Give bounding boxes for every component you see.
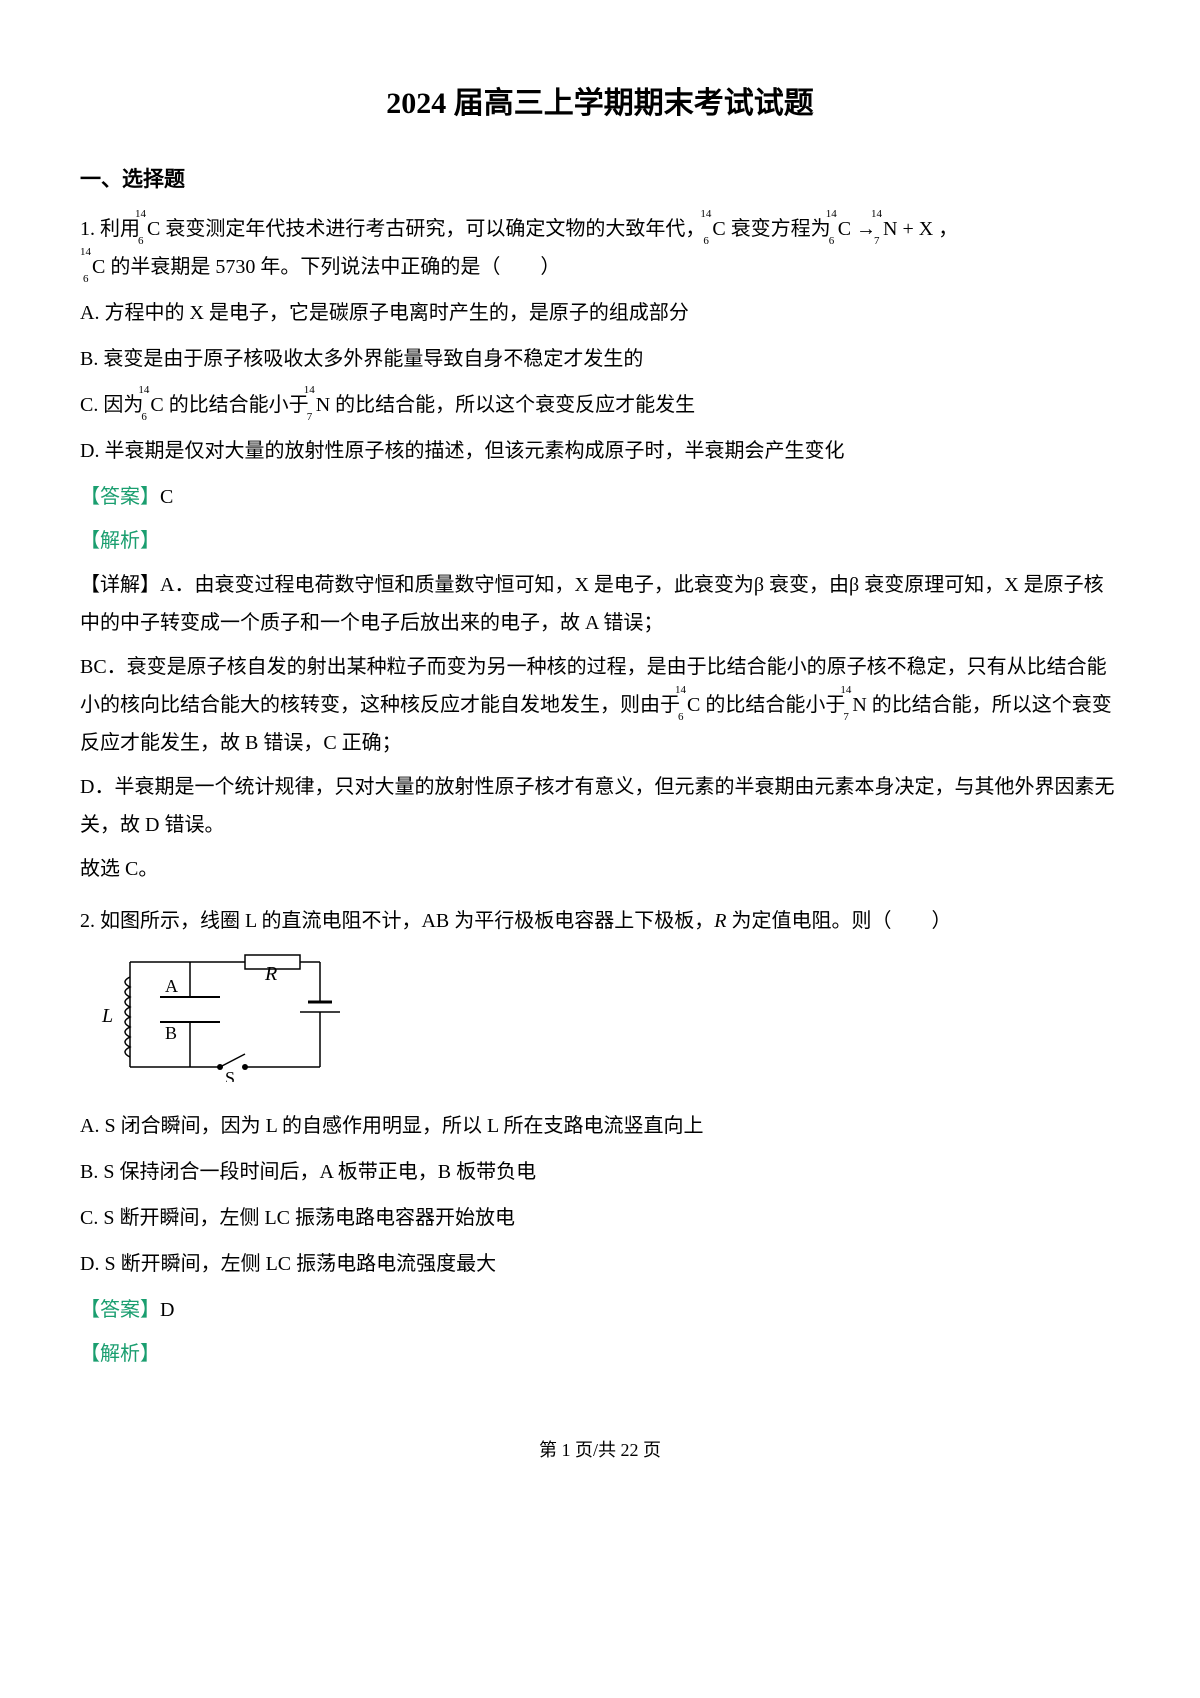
nuclide-n14: 14 7 N <box>316 386 330 424</box>
q1-option-b: B. 衰变是由于原子核吸收太多外界能量导致自身不稳定才发生的 <box>80 340 1120 378</box>
atomic-number: 7 <box>843 707 849 728</box>
element-symbol: C <box>147 218 160 240</box>
nuclide-c14: 14 6 C <box>150 386 163 424</box>
element-symbol: C <box>92 256 105 278</box>
mass-number: 14 <box>304 380 315 401</box>
nuclide-n14: 14 7 N <box>883 210 897 248</box>
q1-analysis-label: 【解析】 <box>80 522 1120 560</box>
atomic-number: 6 <box>703 231 709 252</box>
nuclide-c14: 14 6 C <box>687 686 700 724</box>
equation-plus-x: + X ， <box>902 218 958 240</box>
atomic-number: 6 <box>678 707 684 728</box>
q1-optc-part2: 的比结合能小于 <box>169 394 309 416</box>
q2-r-italic: R <box>714 910 726 932</box>
answer-value: D <box>160 1299 174 1321</box>
atomic-number: 6 <box>829 231 835 252</box>
atomic-number: 7 <box>874 231 880 252</box>
q2-option-a: A. S 闭合瞬间，因为 L 的自感作用明显，所以 L 所在支路电流竖直向上 <box>80 1107 1120 1145</box>
footer-part2: 页/共 <box>570 1440 620 1460</box>
mass-number: 14 <box>138 380 149 401</box>
circuit-svg: L A B R S <box>90 952 340 1082</box>
label-A: A <box>165 976 178 996</box>
q1-text-part3: 衰变方程为 <box>731 218 831 240</box>
nuclide-n14: 14 7 N <box>852 686 866 724</box>
q2-analysis-label: 【解析】 <box>80 1335 1120 1373</box>
label-B: B <box>165 1023 177 1043</box>
mass-number: 14 <box>675 680 686 701</box>
question-2-intro: 2. 如图所示，线圈 L 的直流电阻不计，AB 为平行极板电容器上下极板，R 为… <box>80 902 1120 940</box>
mass-number: 14 <box>700 204 711 225</box>
q1-option-a: A. 方程中的 X 是电子，它是碳原子电离时产生的，是原子的组成部分 <box>80 294 1120 332</box>
atomic-number: 6 <box>83 269 89 290</box>
element-symbol: C <box>687 694 700 716</box>
element-symbol: N <box>316 394 330 416</box>
nuclide-c14: 14 6 C <box>712 210 725 248</box>
footer-part1: 第 <box>539 1440 562 1460</box>
q1-option-c: C. 因为 14 6 C 的比结合能小于 14 7 N 的比结合能，所以这个衰变… <box>80 386 1120 424</box>
answer-label: 【答案】 <box>80 486 160 508</box>
q2-answer: 【答案】D <box>80 1291 1120 1329</box>
q2-text-part1: 2. 如图所示，线圈 L 的直流电阻不计，AB 为平行极板电容器上下极板， <box>80 910 714 932</box>
page-footer: 第 1 页/共 22 页 <box>80 1433 1120 1467</box>
circuit-diagram: L A B R S <box>90 952 1120 1095</box>
answer-label: 【答案】 <box>80 1299 160 1321</box>
q1-option-d: D. 半衰期是仅对大量的放射性原子核的描述，但该元素构成原子时，半衰期会产生变化 <box>80 432 1120 470</box>
q1-text-part1: 1. 利用 <box>80 218 140 240</box>
atomic-number: 6 <box>138 231 144 252</box>
label-L: L <box>101 1005 113 1027</box>
element-symbol: N <box>852 694 866 716</box>
mass-number: 14 <box>840 680 851 701</box>
nuclide-c14: 14 6 C <box>147 210 160 248</box>
q1-conclusion: 故选 C。 <box>80 850 1120 888</box>
mass-number: 14 <box>80 242 91 263</box>
section-heading: 一、选择题 <box>80 160 1120 200</box>
q2-option-b: B. S 保持闭合一段时间后，A 板带正电，B 板带负电 <box>80 1153 1120 1191</box>
q1-detail-bc-part2: 的比结合能小于 <box>705 694 845 716</box>
q1-optc-part3: 的比结合能，所以这个衰变反应才能发生 <box>335 394 695 416</box>
q1-text-part4: 的半衰期是 5730 年。下列说法中正确的是（ ） <box>110 256 560 278</box>
question-1-intro: 1. 利用 14 6 C 衰变测定年代技术进行考古研究，可以确定文物的大致年代，… <box>80 210 1120 286</box>
label-S: S <box>225 1068 235 1082</box>
exam-title: 2024 届高三上学期期末考试试题 <box>80 75 1120 132</box>
nuclide-c14: 14 6 C <box>838 210 851 248</box>
answer-value: C <box>160 486 173 508</box>
q2-option-d: D. S 断开瞬间，左侧 LC 振荡电路电流强度最大 <box>80 1245 1120 1283</box>
q1-answer: 【答案】C <box>80 478 1120 516</box>
q2-text-part2: 为定值电阻。则（ ） <box>726 910 951 932</box>
q1-optc-part1: C. 因为 <box>80 394 143 416</box>
atomic-number: 6 <box>141 407 147 428</box>
element-symbol: C <box>150 394 163 416</box>
atomic-number: 7 <box>307 407 313 428</box>
q1-detail-bc: BC．衰变是原子核自发的射出某种粒子而变为另一种核的过程，是由于比结合能小的原子… <box>80 648 1120 762</box>
q1-detail-a: 【详解】A．由衰变过程电荷数守恒和质量数守恒可知，X 是电子，此衰变为β 衰变，… <box>80 566 1120 642</box>
nuclide-c14: 14 6 C <box>92 248 105 286</box>
element-symbol: C <box>712 218 725 240</box>
q1-text-part2: 衰变测定年代技术进行考古研究，可以确定文物的大致年代， <box>165 218 705 240</box>
footer-page-total: 22 <box>621 1440 639 1460</box>
q1-detail-d: D．半衰期是一个统计规律，只对大量的放射性原子核才有意义，但元素的半衰期由元素本… <box>80 768 1120 844</box>
mass-number: 14 <box>826 204 837 225</box>
footer-part3: 页 <box>639 1440 662 1460</box>
mass-number: 14 <box>135 204 146 225</box>
element-symbol: N <box>883 218 897 240</box>
mass-number: 14 <box>871 204 882 225</box>
element-symbol: C <box>838 218 851 240</box>
q2-option-c: C. S 断开瞬间，左侧 LC 振荡电路电容器开始放电 <box>80 1199 1120 1237</box>
label-R: R <box>264 963 277 985</box>
